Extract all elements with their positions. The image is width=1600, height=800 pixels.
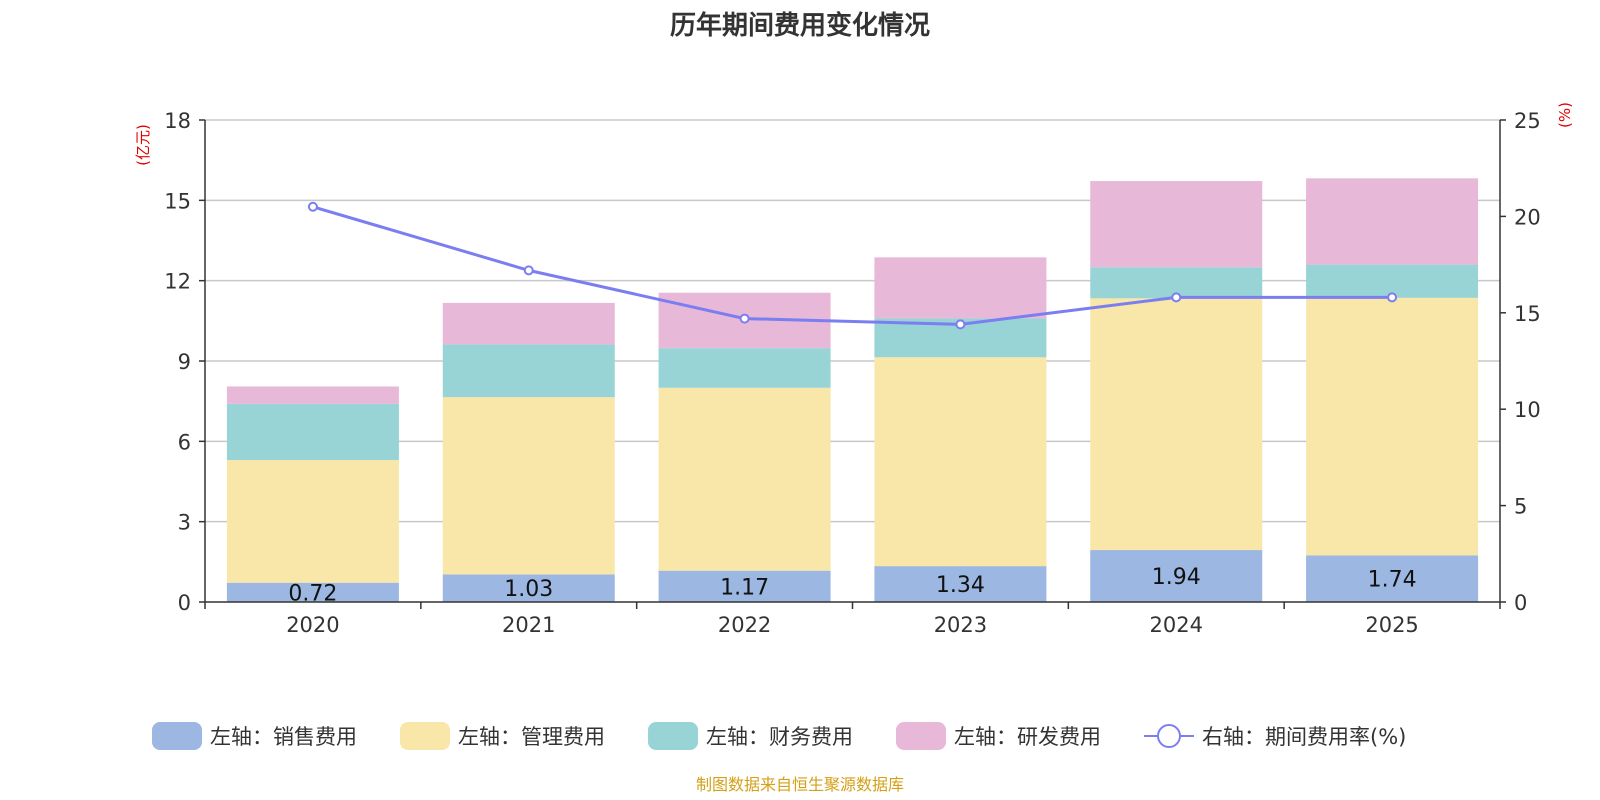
data-label: 1.94 [1152,565,1201,590]
bar-segment [874,566,1047,602]
x-tick-label: 2020 [286,613,339,637]
legend-swatch [896,722,946,750]
bar-segment [874,257,1047,319]
bar-segment [1306,297,1479,556]
x-tick-label: 2024 [1150,613,1203,637]
data-labels: 0.72 1.03 1.17 1.34 1.94 1.74 [288,565,1416,606]
right-tick-label: 5 [1514,495,1527,519]
x-tick-label: 2022 [718,613,771,637]
bar-segment [226,460,399,583]
rate-line [312,205,1393,326]
left-tick-label: 12 [164,270,191,294]
legend-swatch [152,722,202,750]
left-tick-label: 6 [178,430,191,454]
rate-point [1171,292,1182,303]
x-tick-label: 2025 [1365,613,1418,637]
data-label: 0.72 [288,581,337,606]
left-tick-label: 3 [178,511,191,535]
right-tick-label: 25 [1514,109,1541,133]
bar-segment [442,302,615,345]
right-tick-label: 15 [1514,302,1541,326]
bar-segment [658,570,831,602]
right-axis-unit: (%) [1556,102,1574,128]
left-tick-label: 9 [178,350,191,374]
right-tick-label: 0 [1514,591,1527,615]
bar-segment [442,574,615,602]
bar-segment [1090,298,1263,551]
rate-point [739,313,750,324]
x-tick-label: 2021 [502,613,555,637]
bar-segment [226,403,399,461]
right-tick-label: 10 [1514,398,1541,422]
data-label: 1.74 [1368,568,1417,593]
legend-label: 左轴：管理费用 [458,725,605,749]
bar-segment [226,386,399,404]
rate-point [523,265,534,276]
source-note: 制图数据来自恒生聚源数据库 [696,775,904,794]
data-label: 1.34 [936,573,985,598]
legend-label: 左轴：财务费用 [706,725,853,749]
data-label: 1.03 [504,577,553,602]
bar-segment [226,582,399,602]
left-tick-label: 15 [164,189,191,213]
chart-title: 历年期间费用变化情况 [670,10,930,41]
rate-point [307,201,318,212]
bar-segment [658,348,831,388]
legend-swatch [400,722,450,750]
legend-label: 左轴：研发费用 [954,725,1101,749]
left-axis-unit: (亿元) [134,124,152,166]
grid-lines [205,119,1500,523]
left-tick-label: 18 [164,109,191,133]
line-series [307,201,1398,330]
legend-label: 右轴：期间费用率(%) [1202,725,1406,749]
bar-segment [442,344,615,398]
bar-segment [874,357,1047,567]
x-tick-label: 2023 [934,613,987,637]
bar-segment [1090,181,1263,268]
bar-segment [1306,178,1479,265]
rate-point [1387,292,1398,303]
right-tick-label: 20 [1514,205,1541,229]
data-label: 1.17 [720,575,769,600]
legend-marker [1157,724,1181,748]
bar-segment [658,387,831,571]
legend-label: 左轴：销售费用 [210,725,357,749]
bar-segment [1306,264,1479,298]
bar-segment [1090,550,1263,602]
bar-series [226,178,1479,602]
bar-segment [1306,555,1479,602]
left-tick-label: 0 [178,591,191,615]
legend: 左轴：销售费用 左轴：管理费用 左轴：财务费用 左轴：研发费用 右轴：期间费用率(%) [152,722,1406,750]
bar-segment [442,397,615,575]
legend-swatch [648,722,698,750]
rate-point [955,319,966,330]
